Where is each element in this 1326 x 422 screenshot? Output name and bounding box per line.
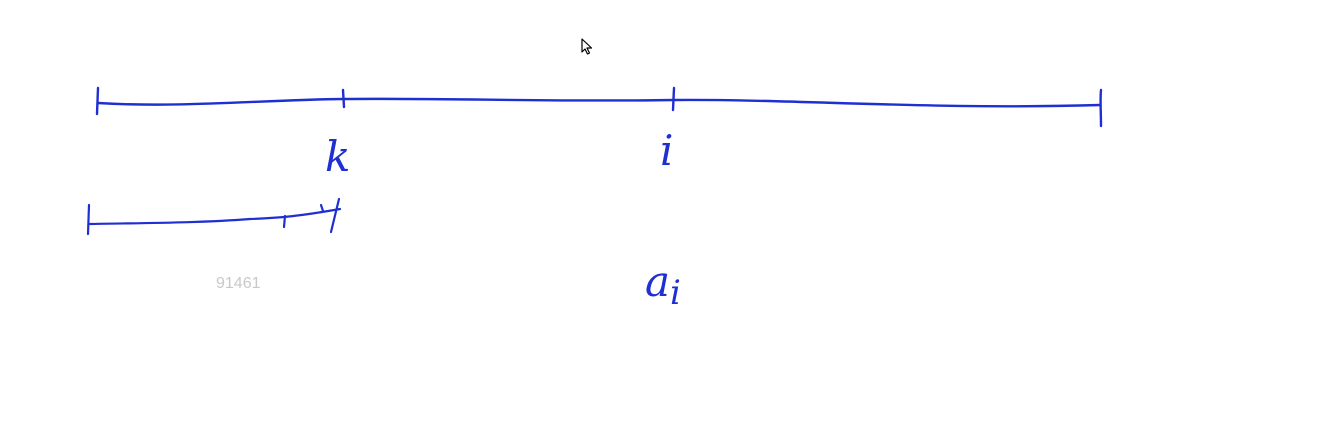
tick-left-end	[95, 86, 100, 116]
watermark-text: 91461	[216, 275, 261, 292]
short-tick-right	[329, 197, 341, 234]
mouse-pointer-icon	[581, 38, 593, 55]
tick-i	[671, 86, 676, 112]
tick-k	[341, 88, 346, 109]
main-number-line	[95, 86, 1103, 128]
short-number-line	[86, 197, 342, 236]
short-tick-mid	[282, 214, 287, 229]
label-a-i-subscript: i	[670, 273, 681, 313]
main-line-stroke	[96, 97, 1102, 108]
label-i: i	[660, 126, 673, 175]
short-tick-left	[86, 203, 91, 236]
short-line-stroke	[87, 207, 342, 226]
label-k: k	[325, 132, 350, 181]
mouse-pointer-shape	[581, 38, 593, 55]
short-tick-small	[319, 203, 325, 213]
label-a-i: a	[645, 257, 670, 306]
